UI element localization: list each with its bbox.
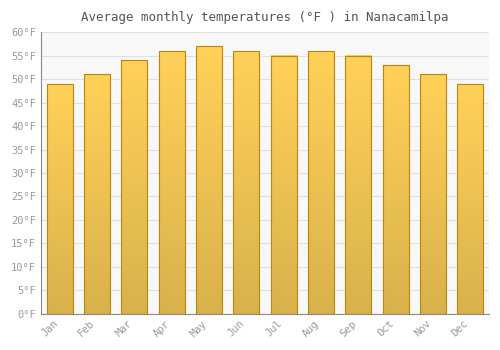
Bar xyxy=(270,56,296,314)
Bar xyxy=(196,46,222,314)
Bar xyxy=(121,60,148,314)
Bar xyxy=(233,51,260,314)
Bar xyxy=(84,75,110,314)
Bar xyxy=(158,51,184,314)
Bar xyxy=(420,75,446,314)
Bar xyxy=(46,84,72,314)
Bar xyxy=(308,51,334,314)
Bar xyxy=(457,84,483,314)
Title: Average monthly temperatures (°F ) in Nanacamilpa: Average monthly temperatures (°F ) in Na… xyxy=(81,11,448,24)
Bar xyxy=(382,65,408,314)
Bar xyxy=(345,56,372,314)
